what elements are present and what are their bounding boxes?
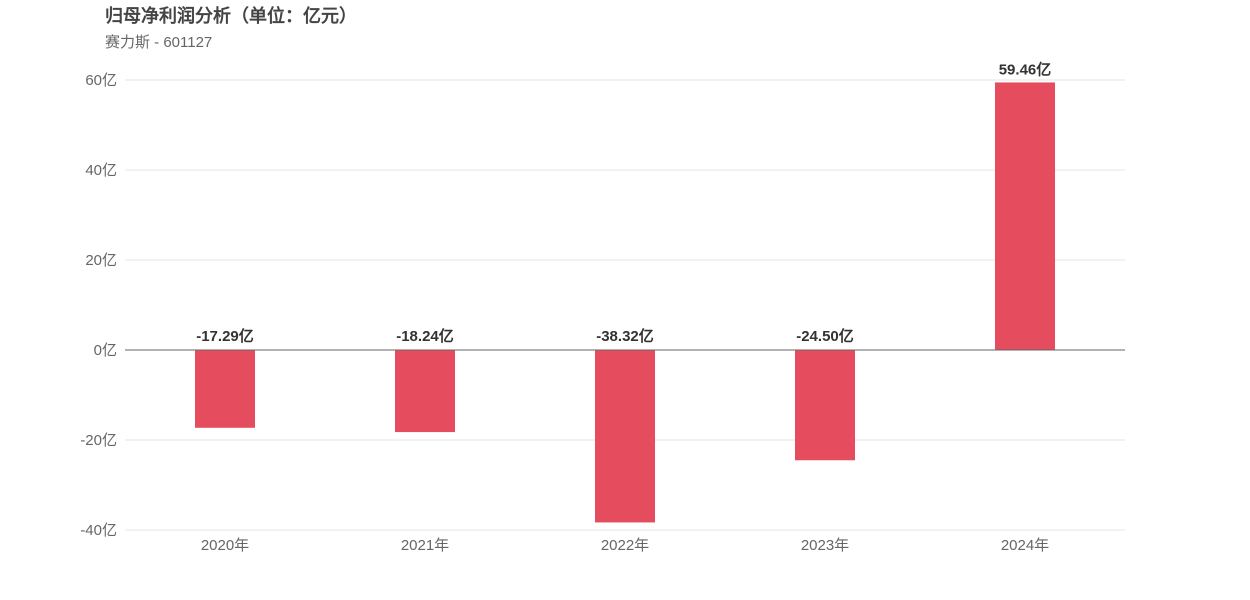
bars: [195, 82, 1055, 523]
y-axis-ticks: 60亿 40亿 20亿 0亿 -20亿 -40亿: [80, 72, 117, 539]
chart-title: 归母净利润分析（单位：亿元）: [105, 6, 357, 26]
bar-2022年[interactable]: [595, 350, 655, 523]
bar-2023年[interactable]: [795, 350, 855, 461]
x-tick-label: 2021年: [401, 537, 449, 554]
gridlines: [125, 79, 1125, 531]
value-labels: -17.29亿 -18.24亿 -38.32亿 -24.50亿 59.46亿: [196, 60, 1051, 345]
x-tick-label: 2022年: [601, 537, 649, 554]
data-label: 59.46亿: [999, 60, 1052, 78]
data-label: -17.29亿: [196, 327, 254, 345]
data-label: -38.32亿: [596, 327, 654, 345]
data-label: -18.24亿: [396, 327, 454, 345]
x-tick-label: 2024年: [1001, 537, 1049, 554]
x-tick-label: 2023年: [801, 537, 849, 554]
y-tick-label: 60亿: [85, 72, 117, 89]
y-tick-label: -20亿: [80, 432, 117, 449]
x-tick-label: 2020年: [201, 537, 249, 554]
y-tick-label: 40亿: [85, 162, 117, 179]
x-axis-ticks: 2020年 2021年 2022年 2023年 2024年: [201, 537, 1049, 554]
y-tick-label: 20亿: [85, 252, 117, 269]
data-label: -24.50亿: [796, 327, 854, 345]
y-tick-label: 0亿: [94, 342, 117, 359]
y-tick-label: -40亿: [80, 522, 117, 539]
chart-subtitle: 赛力斯 - 601127: [105, 34, 213, 51]
bar-2024年[interactable]: [995, 82, 1055, 351]
bar-2021年[interactable]: [395, 350, 455, 433]
bar-2020年[interactable]: [195, 350, 255, 428]
